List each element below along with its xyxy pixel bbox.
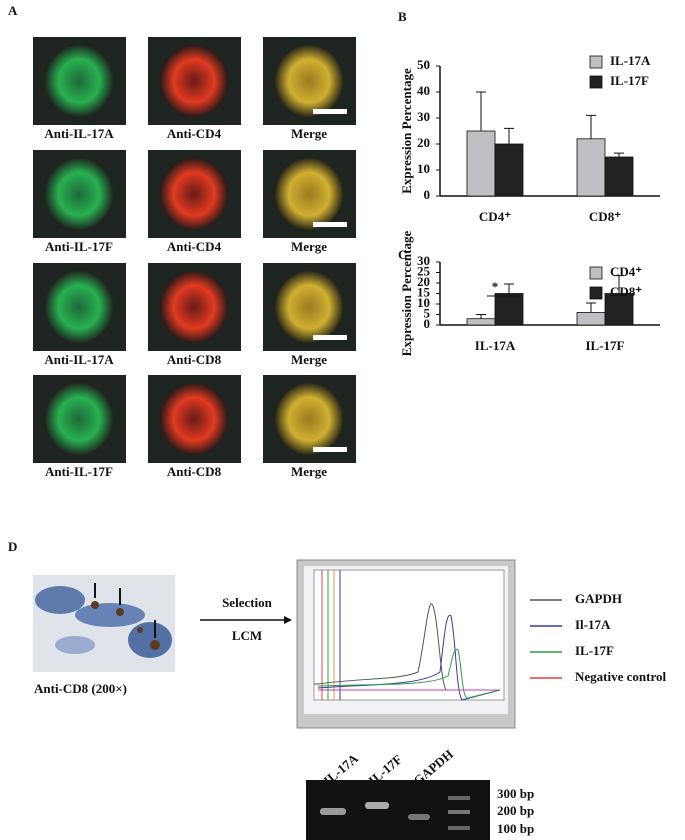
micrograph-caption: Merge [291,464,327,479]
error-bar [476,91,486,131]
gel-band [365,802,389,809]
legend-label: IL-17F [575,643,614,658]
cell [45,45,113,117]
y-tick-label: 10 [417,161,430,176]
cell [160,45,228,117]
bar [494,293,524,326]
y-tick-label: 50 [417,57,430,72]
legend-swatch [589,55,603,69]
error-bar [614,275,624,294]
significance-star: * [492,279,499,294]
cell [275,45,343,117]
error-bar [504,283,514,294]
ihc-image [33,575,175,672]
bar [466,130,496,197]
bar [466,318,496,326]
y-tick-label: 20 [417,274,430,289]
legend-label: IL-17A [610,53,651,68]
cell [160,271,228,343]
y-tick-label: 0 [424,187,431,202]
micrograph-caption: Anti-CD8 [167,352,222,367]
y-tick-label: 20 [417,135,430,150]
marker-label: 100 bp [497,821,534,836]
cell [45,271,113,343]
gel-band [448,796,470,800]
gel-band [448,810,470,814]
x-tick-label: IL-17F [586,338,625,353]
scale-bar [313,109,347,114]
arrow-label: Selection [222,595,273,610]
error-bar [476,314,486,319]
arrow-head [284,616,292,624]
legend-label: GAPDH [575,591,622,606]
y-tick-label: 10 [417,295,430,310]
gel-band [320,808,346,815]
micrograph-caption: Anti-IL-17F [45,239,113,254]
arrow-label: LCM [232,628,262,643]
cell [275,271,343,343]
error-bar [586,114,596,139]
image-caption: Anti-CD8 (200×) [34,681,127,696]
bar [494,143,524,197]
legend-label: Negative control [575,669,666,684]
melt-curve-window [296,559,516,729]
legend: GAPDH Il-17A IL-17F Negative control [530,591,666,684]
cell [160,383,228,455]
bar [576,311,606,326]
y-tick-label: 25 [417,263,431,278]
y-tick-label: 30 [417,253,430,268]
y-tick-label: 0 [424,316,431,331]
bar [576,138,606,197]
y-tick-label: 40 [417,83,430,98]
y-tick-label: 5 [424,305,431,320]
micrograph-caption: Anti-CD4 [167,126,222,141]
x-tick-label: IL-17A [475,338,516,353]
micrograph-caption: Anti-CD8 [167,464,222,479]
legend-label: CD8⁺ [610,284,642,299]
cell [275,158,343,230]
micrograph-caption: Anti-CD4 [167,239,222,254]
legend-swatch [589,266,603,280]
legend-label: IL-17F [610,73,649,88]
panel-label: C [398,247,407,262]
marker-label: 200 bp [497,803,534,818]
legend-swatch [589,286,603,300]
cell [275,383,343,455]
y-axis-label: Expression Percentage [399,68,414,194]
x-tick-label: CD8⁺ [589,209,621,224]
x-tick-label: CD4⁺ [479,209,511,224]
micrograph-caption: Merge [291,352,327,367]
micrograph-caption: Anti-IL-17F [45,464,113,479]
bar [604,156,634,197]
error-bar [586,302,596,313]
legend-label: Il-17A [575,617,611,632]
legend-label: CD4⁺ [610,264,642,279]
y-tick-label: 15 [417,284,431,299]
micrograph-caption: Anti-IL-17A [44,352,114,367]
marker-label: 300 bp [497,786,534,801]
micrograph-caption: Merge [291,126,327,141]
legend-swatch [589,75,603,89]
cell [45,383,113,455]
bar [604,293,634,326]
error-bar [614,152,624,157]
gel-band [448,826,470,830]
scale-bar [313,447,347,452]
gel-band [408,814,430,820]
y-tick-label: 30 [417,109,430,124]
panel-label: D [8,539,17,554]
scale-bar [313,335,347,340]
scale-bar [313,222,347,227]
micrograph-caption: Anti-IL-17A [44,126,114,141]
micrographs: Anti-IL-17A Anti-CD4 Merge Anti-IL-17F Anti-… [33,37,356,479]
panel-label: A [8,3,18,18]
micrograph-caption: Merge [291,239,327,254]
panel-label: B [398,9,407,24]
error-bar [504,127,514,144]
y-axis-label: Expression Percentage [399,231,414,357]
cell [160,158,228,230]
cell [45,158,113,230]
